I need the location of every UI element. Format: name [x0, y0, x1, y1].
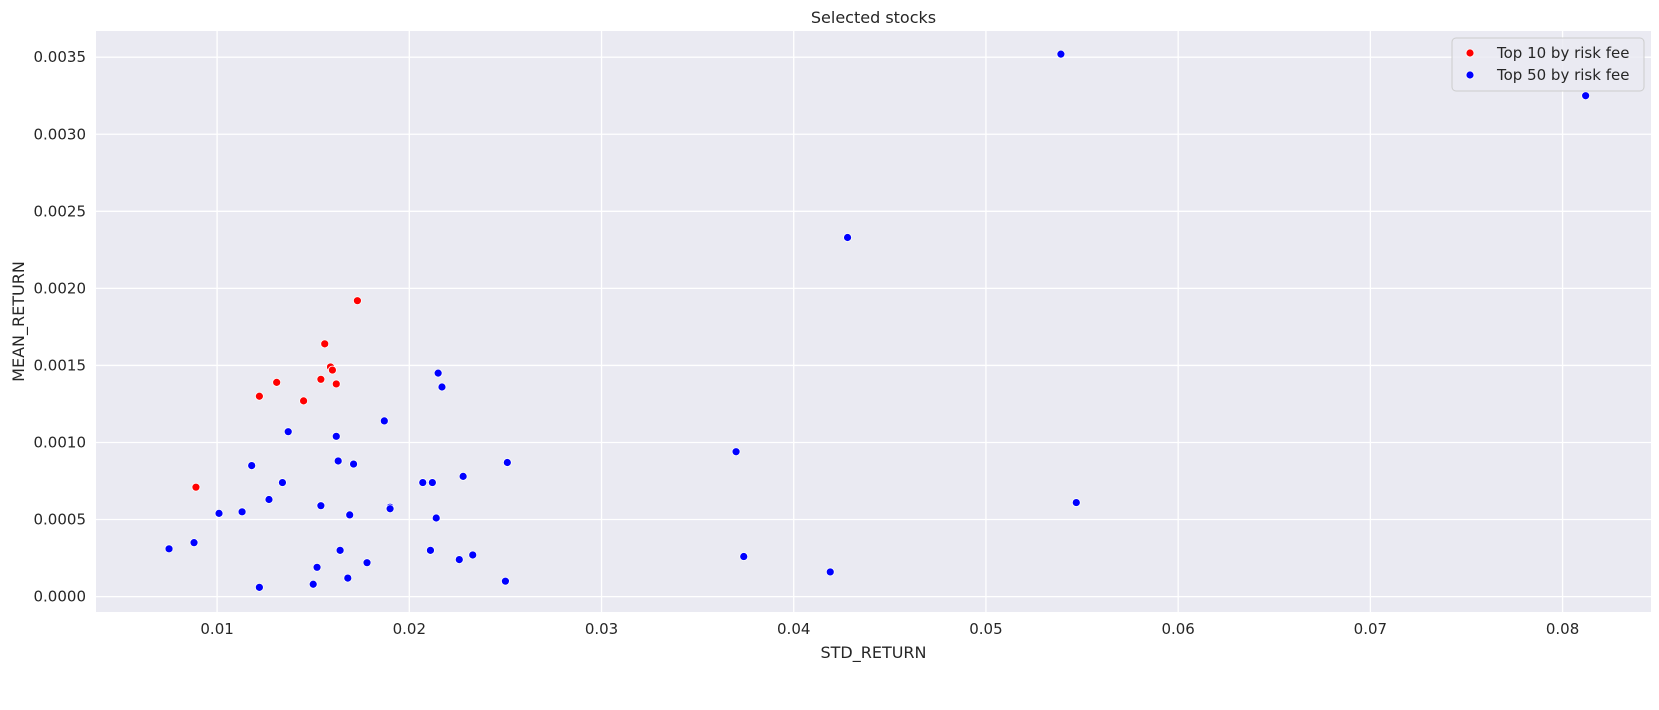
- scatter-point: [843, 233, 852, 242]
- scatter-point: [335, 545, 345, 555]
- scatter-point: [427, 478, 437, 487]
- scatter-point: [247, 461, 257, 470]
- y-tick-label: 0.0005: [34, 511, 87, 529]
- series-1-points: [191, 296, 362, 492]
- scatter-point: [264, 495, 274, 504]
- scatter-point: [312, 562, 322, 572]
- scatter-point: [458, 471, 468, 481]
- grid-lines: [96, 31, 1651, 612]
- scatter-point: [189, 538, 199, 548]
- scatter-point: [1581, 91, 1591, 101]
- scatter-point: [731, 447, 741, 457]
- y-tick-label: 0.0015: [34, 356, 87, 374]
- y-tick-label: 0.0010: [34, 433, 87, 451]
- y-tick-label: 0.0020: [34, 279, 87, 297]
- legend-box: [1451, 37, 1645, 92]
- scatter-point: [331, 379, 341, 389]
- scatter-point: [320, 339, 330, 349]
- x-tick-label: 0.06: [1161, 620, 1194, 638]
- x-axis-title: STD_RETURN: [820, 643, 926, 663]
- series-0-points: [164, 49, 1591, 592]
- x-axis-ticks: 0.01 0.02 0.03 0.04 0.05 0.06 0.07 0.08: [200, 620, 1579, 638]
- scatter-point: [433, 368, 443, 378]
- scatter-point: [328, 365, 337, 375]
- scatter-point: [502, 458, 512, 467]
- scatter-point: [343, 573, 353, 583]
- scatter-point: [345, 510, 355, 520]
- scatter-point: [214, 508, 224, 518]
- scatter-point: [316, 501, 326, 511]
- x-tick-label: 0.03: [585, 620, 618, 638]
- scatter-point: [426, 545, 435, 555]
- scatter-point: [1056, 49, 1066, 59]
- scatter-point: [164, 544, 174, 554]
- scatter-point: [316, 374, 326, 384]
- scatter-point: [437, 382, 447, 392]
- y-axis-ticks: 0.0000 0.0005 0.0010 0.0015 0.0020 0.0025 0.00…: [34, 48, 87, 605]
- scatter-point: [385, 504, 395, 514]
- legend-label: Top 50 by risk fee: [1496, 66, 1629, 84]
- scatter-point: [418, 478, 428, 487]
- scatter-point: [468, 550, 478, 560]
- scatter-point: [299, 396, 308, 406]
- x-tick-label: 0.04: [777, 620, 810, 638]
- scatter-point: [454, 555, 464, 565]
- y-axis-title: MEAN_RETURN: [9, 261, 29, 382]
- y-tick-label: 0.0030: [34, 125, 87, 143]
- legend-label: Top 10 by risk fee: [1496, 44, 1629, 62]
- legend: Top 10 by risk fee Top 50 by risk fee: [1451, 37, 1645, 92]
- scatter-point: [349, 459, 358, 469]
- y-tick-label: 0.0025: [34, 202, 87, 220]
- scatter-point: [431, 513, 441, 523]
- legend-marker: [1465, 70, 1475, 80]
- x-tick-label: 0.02: [393, 620, 426, 638]
- y-tick-label: 0.0035: [34, 48, 87, 66]
- scatter-point: [1071, 498, 1081, 507]
- scatter-point: [739, 552, 749, 561]
- scatter-point: [278, 478, 287, 487]
- data-points: [164, 49, 1591, 592]
- scatter-point: [362, 558, 372, 568]
- x-tick-label: 0.01: [200, 620, 233, 638]
- plot-area: [96, 31, 1651, 612]
- scatter-point: [379, 416, 389, 426]
- x-tick-label: 0.07: [1354, 620, 1387, 638]
- x-tick-label: 0.05: [969, 620, 1002, 638]
- scatter-point: [254, 391, 264, 401]
- scatter-point: [501, 576, 510, 586]
- y-tick-label: 0.0000: [34, 588, 87, 606]
- scatter-point: [237, 507, 247, 517]
- scatter-point: [333, 456, 343, 466]
- scatter-point: [272, 377, 282, 387]
- chart-title: Selected stocks: [811, 8, 936, 27]
- scatter-point: [283, 427, 293, 437]
- scatter-point: [254, 582, 264, 592]
- scatter-point: [308, 579, 318, 589]
- legend-marker: [1465, 48, 1475, 58]
- scatter-point: [331, 431, 341, 441]
- x-tick-label: 0.08: [1546, 620, 1579, 638]
- scatter-point: [825, 567, 835, 577]
- scatter-point: [191, 482, 201, 492]
- scatter-point: [353, 296, 362, 306]
